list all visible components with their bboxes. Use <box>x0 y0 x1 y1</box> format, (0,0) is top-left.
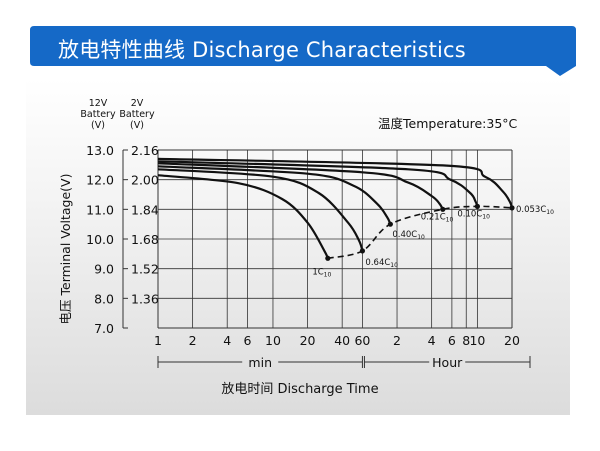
chart-panel: 13.0 12.0 11.0 10.0 9.0 8.0 7.0 2.16 2.00 1.84 1.6… <box>26 78 570 415</box>
series-label-base: 1C <box>312 267 323 277</box>
series-label-base: 0.64C <box>365 258 390 268</box>
cutoff-point <box>387 221 393 227</box>
title-banner <box>30 26 576 76</box>
series-label-064C10: 0.64C10 <box>365 258 398 269</box>
x-tick-label: 40 <box>334 333 350 348</box>
series-label-subscript: 10 <box>417 234 425 241</box>
series-label-1C10: 1C10 <box>312 267 331 278</box>
y-tick-label-2v: 2.00 <box>131 173 159 188</box>
y-tick-label-2v: 1.36 <box>131 291 159 306</box>
x-tick-label: 2 <box>393 333 401 348</box>
y-tick-label-12v: 12.0 <box>86 173 114 188</box>
series-label-021C10: 0.21C10 <box>421 212 454 223</box>
x-tick-label: 6 <box>243 333 251 348</box>
series-label-base: 0.21C <box>421 212 446 222</box>
y-axis-header-12v: Battery <box>80 109 116 120</box>
x-range-hour-label: Hour <box>432 355 463 370</box>
x-tick-label: 60 <box>354 333 370 348</box>
cutoff-point <box>325 255 331 261</box>
y-tick-label-2v: 1.52 <box>131 262 159 277</box>
series-line-0053C10 <box>157 157 514 209</box>
y-tick-label-12v: 10.0 <box>86 232 114 247</box>
cutoff-dashed-line <box>327 205 513 260</box>
series-line-021C10 <box>157 162 444 210</box>
x-tick-label: 20 <box>300 333 316 348</box>
series-line-010C10 <box>157 160 479 207</box>
x-range-min-label: min <box>248 355 272 370</box>
y-tick-label-12v: 7.0 <box>94 321 114 336</box>
y-axis-header-2v: Battery <box>119 109 155 120</box>
series-line-040C10 <box>157 165 392 225</box>
banner-title: 放电特性曲线 Discharge Characteristics <box>58 38 466 62</box>
y-tick-label-12v: 8.0 <box>94 291 114 306</box>
discharge-chart: 13.0 12.0 11.0 10.0 9.0 8.0 7.0 2.16 2.00 1.84 1.6… <box>58 98 554 397</box>
y-axis-header-2v: (V) <box>130 120 144 131</box>
x-tick-label: 10 <box>265 333 281 348</box>
x-tick-label: 2 <box>189 333 197 348</box>
series-label-subscript: 10 <box>324 271 332 278</box>
x-tick-label: 1 <box>154 333 162 348</box>
x-tick-label: 20 <box>504 333 520 348</box>
series-label-040C10: 0.40C10 <box>392 230 425 241</box>
cutoff-point <box>440 206 446 212</box>
series-label-subscript: 10 <box>446 216 454 223</box>
x-tick-label: 4 <box>428 333 436 348</box>
x-tick-label: 6 <box>448 333 456 348</box>
y-tick-label-12v: 11.0 <box>86 202 114 217</box>
y-tick-label-2v: 2.16 <box>131 143 159 158</box>
series-line-1C10 <box>157 174 329 259</box>
series-label-0053C10: 0.053C10 <box>516 205 554 216</box>
cutoff-point <box>509 205 515 211</box>
y-tick-label-12v: 13.0 <box>86 143 114 158</box>
series-label-subscript: 10 <box>482 213 490 220</box>
x-axis-label: 放电时间 Discharge Time <box>221 382 378 397</box>
y-axis-header-12v: (V) <box>91 120 105 131</box>
series-line-064C10 <box>157 168 364 252</box>
y-tick-label-2v: 1.68 <box>131 232 159 247</box>
temperature-note: 温度Temperature:35°C <box>378 116 518 131</box>
cutoff-point <box>474 203 480 209</box>
series-label-010C10: 0.10C10 <box>457 209 490 220</box>
y-tick-label-12v: 9.0 <box>94 262 114 277</box>
series-label-base: 0.053C <box>516 205 546 215</box>
banner-shape <box>30 26 576 76</box>
series-label-subscript: 10 <box>546 209 554 216</box>
x-tick-label: 10 <box>469 333 485 348</box>
y-axis-label: 电压 Terminal Voltage(V) <box>58 174 73 325</box>
y-tick-label-2v: 1.84 <box>131 202 159 217</box>
y-axis-header-12v: 12V <box>89 98 108 109</box>
x-tick-label: 8 <box>462 333 470 348</box>
series-label-subscript: 10 <box>390 262 398 269</box>
series-label-base: 0.10C <box>457 209 482 219</box>
x-tick-label: 4 <box>223 333 231 348</box>
series-label-base: 0.40C <box>392 230 417 240</box>
y-axis-header-2v: 2V <box>131 98 144 109</box>
cutoff-point <box>359 248 366 254</box>
